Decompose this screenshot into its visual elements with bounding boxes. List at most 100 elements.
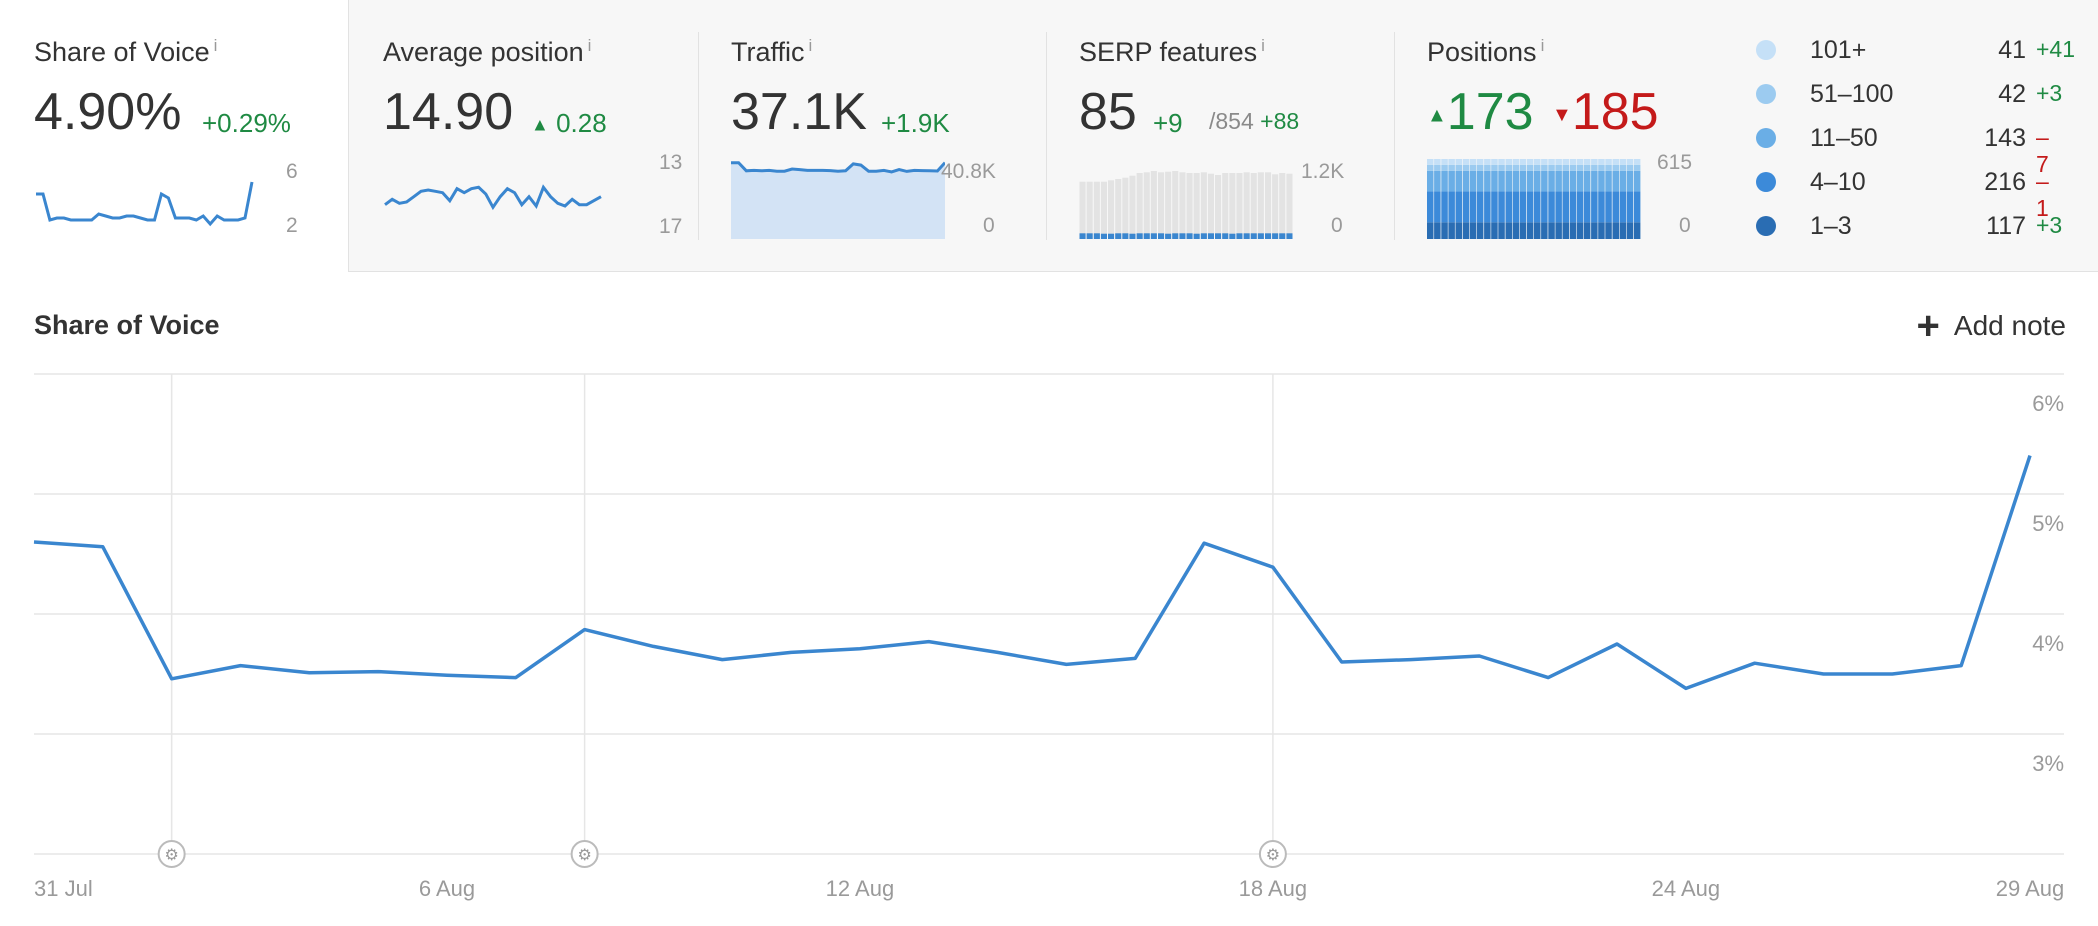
positions-bar-segment [1541, 170, 1548, 192]
positions-bar-segment [1434, 222, 1441, 239]
add-note-button[interactable]: + Add note [1917, 306, 2066, 346]
spark-axis-bottom: 0 [1679, 214, 1691, 237]
average-position-sparkline [384, 184, 602, 211]
card-value: 37.1K [731, 83, 867, 141]
positions-bar-segment [1583, 170, 1591, 192]
serp-total-bar [1179, 172, 1186, 239]
positions-bar-segment [1612, 164, 1619, 171]
sparkline-path [731, 161, 945, 174]
serp-total-bar [1079, 181, 1086, 239]
positions-bar-segment [1562, 159, 1569, 165]
series-line [33, 455, 2032, 691]
info-icon[interactable]: i [213, 36, 218, 55]
spark-axis-bottom: 17 [659, 215, 683, 238]
positions-bar-segment [1612, 170, 1619, 192]
positions-bar-segment [1626, 164, 1634, 171]
positions-bar-segment [1484, 170, 1491, 192]
info-icon[interactable]: i [1261, 36, 1265, 55]
legend-row[interactable]: 101+ 41 +41 [1756, 36, 2075, 76]
serp-total-bar [1229, 173, 1236, 239]
legend-count: 216 [1984, 168, 2026, 196]
positions-bar-segment [1498, 222, 1505, 239]
metrics-bar: Share of Voice i 4.90% +0.29% 6 2 Average… [0, 0, 2098, 272]
positions-bar-segment [1626, 159, 1634, 165]
positions-bar-segment [1576, 164, 1584, 171]
positions-bar-segment [1448, 159, 1455, 165]
positions-bar-segment [1448, 164, 1455, 171]
positions-bar-segment [1455, 159, 1462, 165]
annotation-marker [1258, 840, 1287, 868]
positions-bar-segment [1548, 164, 1555, 171]
sparkline-area [731, 162, 945, 239]
serp-feature-bar [1172, 233, 1179, 239]
positions-bar-segment [1569, 164, 1577, 171]
positions-bar-segment [1591, 164, 1598, 171]
x-tick-label: 31 Jul [34, 876, 93, 901]
legend-row[interactable]: 4–10 216 –1 [1756, 168, 2056, 221]
positions-bar-segment [1462, 191, 1470, 223]
traffic-card[interactable]: Traffic i 37.1K +1.9K 40.8K 0 [731, 0, 1031, 272]
average-position-card[interactable]: Average position i 14.90 ▲ 0.28 13 17 [383, 0, 683, 272]
positions-up: 173 [1446, 83, 1534, 141]
positions-bar-segment [1462, 222, 1470, 239]
positions-bar-segment [1491, 222, 1498, 239]
serp-feature-bar [1250, 233, 1257, 239]
serp-feature-bar [1136, 233, 1143, 239]
legend-dot [1756, 128, 1776, 148]
positions-bar-segment [1598, 170, 1605, 192]
info-icon[interactable]: i [1540, 36, 1545, 55]
positions-bar-segment [1626, 222, 1634, 239]
positions-bar-segment [1441, 191, 1448, 223]
positions-bar-segment [1505, 170, 1512, 192]
positions-bar-segment [1569, 222, 1577, 239]
share-of-voice-sparkline [36, 181, 254, 227]
positions-bar-segment [1427, 159, 1434, 165]
positions-bar-segment [1633, 222, 1641, 239]
legend-count: 117 [1986, 212, 2026, 240]
info-icon[interactable]: i [808, 36, 813, 55]
serp-feature-bar [1179, 233, 1186, 239]
positions-bar-segment [1591, 222, 1598, 239]
info-icon[interactable]: i [587, 36, 592, 55]
positions-bar-segment [1448, 170, 1455, 192]
serp-total-bar [1100, 181, 1107, 239]
serp-feature-bar [1100, 233, 1107, 239]
positions-bar-segment [1569, 159, 1577, 165]
positions-card[interactable]: Positions i ▲173 ▼185 615 0 [1427, 0, 1727, 272]
serp-total-bar [1122, 177, 1129, 239]
y-tick-label: 3% [2032, 751, 2064, 776]
serp-total-bar [1272, 174, 1279, 239]
positions-bar-segment [1469, 170, 1477, 192]
metric-panels: Average position i 14.90 ▲ 0.28 13 17 Tra… [348, 0, 2098, 272]
legend-delta: +41 [2036, 36, 2076, 62]
serp-total-bar [1207, 173, 1214, 239]
positions-bar-segment [1583, 159, 1591, 165]
gear-icon: ⚙ [577, 845, 591, 864]
legend-row[interactable]: 51–100 42 +3 [1756, 80, 2062, 120]
serp-features-card[interactable]: SERP features i 85 +9 /854 +88 1.2K 0 [1079, 0, 1379, 272]
share-of-voice-chart: 6% 5% 4% 3% ⚙ ⚙ ⚙ 31 Jul 6 Aug 12 Aug 18 Aug 24 Aug… [33, 373, 2064, 901]
positions-bar-segment [1434, 170, 1441, 192]
positions-bar-segment [1583, 222, 1591, 239]
share-of-voice-card[interactable]: Share of Voice i 4.90% +0.29% 6 2 [34, 0, 334, 272]
serp-feature-bar [1243, 233, 1250, 239]
serp-total: /854 +88 [1209, 108, 1300, 134]
spark-axis-top: 40.8K [941, 160, 996, 183]
positions-bar-segment [1591, 159, 1598, 165]
card-title: SERP features i [1079, 36, 1265, 67]
serp-feature-bar [1236, 233, 1243, 239]
positions-bar-segment [1455, 164, 1462, 171]
legend-row[interactable]: 1–3 117 +3 [1756, 212, 2062, 252]
legend-row[interactable]: 11–50 143 –7 [1756, 124, 2056, 177]
positions-bar-segment [1519, 164, 1527, 171]
positions-bar-segment [1491, 170, 1498, 192]
card-divider [1046, 32, 1047, 240]
gear-icon: ⚙ [164, 845, 178, 864]
positions-bar-segment [1427, 222, 1434, 239]
legend-delta: –7 [2036, 124, 2049, 177]
x-tick-label: 18 Aug [1239, 876, 1308, 901]
positions-bar-segment [1476, 222, 1484, 239]
metric-panel-active[interactable]: Share of Voice i 4.90% +0.29% 6 2 [0, 0, 348, 272]
legend-delta: +3 [2036, 80, 2063, 106]
positions-down: 185 [1571, 83, 1659, 141]
